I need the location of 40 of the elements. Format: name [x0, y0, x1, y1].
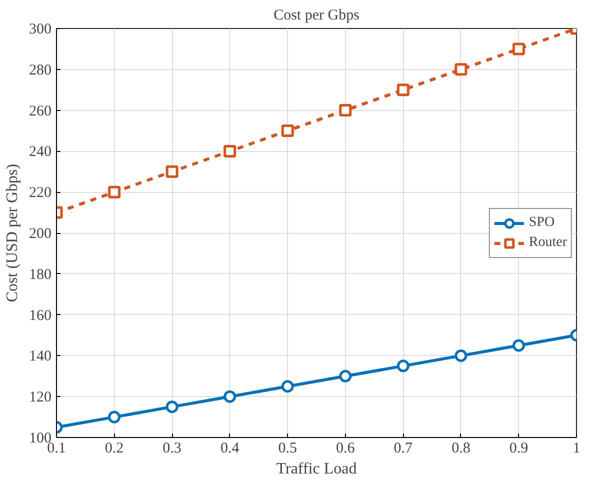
y-tick-label: 240	[29, 144, 52, 160]
y-tick-label: 160	[29, 308, 52, 324]
x-tick-label: 1	[572, 440, 580, 456]
x-tick-label: 0.3	[162, 440, 182, 456]
point	[512, 339, 525, 352]
point	[224, 144, 236, 158]
point	[281, 380, 294, 393]
point	[281, 124, 294, 137]
y-tick-label: 140	[29, 348, 52, 365]
point	[166, 165, 178, 178]
point	[224, 390, 236, 403]
y-tick-label: 220	[29, 185, 52, 202]
x-axis-title: Traffic Load	[276, 460, 357, 478]
y-tick-label: 300	[29, 22, 52, 38]
y-tick-label: 200	[29, 226, 52, 242]
x-tick-label: 0.6	[336, 440, 356, 456]
point	[396, 360, 410, 372]
x-tick-label: 0.4	[220, 440, 240, 456]
y-tick-label: 260	[29, 103, 52, 120]
y-tick-label: 180	[29, 266, 52, 283]
point	[108, 186, 121, 198]
x-tick-label: 0.5	[278, 440, 297, 456]
chart-title: Cost per Gbps	[274, 8, 360, 24]
y-tick-label: 280	[29, 62, 52, 78]
legend-label: SPO	[528, 214, 555, 230]
x-tick-label: 0.9	[509, 440, 528, 456]
y-tick-label: 120	[29, 390, 52, 406]
point	[339, 104, 352, 117]
point	[339, 370, 352, 382]
point	[512, 42, 525, 56]
y-axis-title: Cost (USD per Gbps)	[4, 164, 21, 302]
point	[454, 63, 468, 76]
point	[454, 349, 468, 362]
x-tick-label: 0.8	[452, 440, 470, 456]
point	[396, 84, 410, 96]
point	[108, 410, 121, 424]
point	[166, 400, 178, 414]
legend-label: Router	[528, 234, 567, 250]
x-tick-label: 0.7	[394, 440, 414, 456]
x-tick-label: 0.2	[104, 440, 124, 456]
